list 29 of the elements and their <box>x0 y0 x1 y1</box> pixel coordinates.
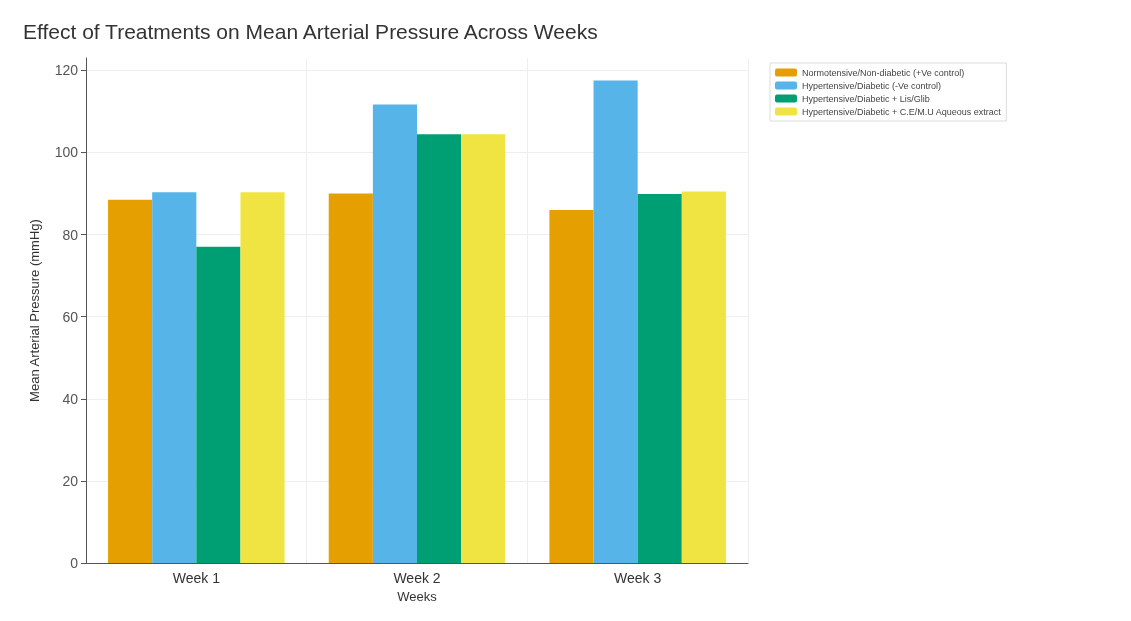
bar <box>681 191 726 563</box>
chart-title: Effect of Treatments on Mean Arterial Pressure Across Weeks <box>23 20 598 43</box>
bar <box>108 199 153 563</box>
y-tick-label: 60 <box>62 308 79 325</box>
legend-label: Hypertensive/Diabetic + C.E/M.U Aqueous extract <box>802 106 1002 117</box>
y-tick-label: 20 <box>62 472 79 489</box>
y-tick-label: 120 <box>54 62 79 79</box>
legend-label: Hypertensive/Diabetic (-Ve control) <box>802 80 942 91</box>
y-tick-label: 100 <box>54 144 79 161</box>
bar <box>240 192 285 563</box>
legend-label: Normotensive/Non-diabetic (+Ve control) <box>802 67 965 78</box>
x-tick-label: Week 2 <box>393 570 441 586</box>
x-tick-label: Week 3 <box>614 570 662 586</box>
bar <box>328 193 373 563</box>
y-axis-title: Mean Arterial Pressure (mmHg) <box>27 219 42 402</box>
legend-label: Hypertensive/Diabetic + Lis/Glib <box>802 93 930 104</box>
bar <box>637 193 682 563</box>
y-tick-label: 80 <box>62 226 79 243</box>
x-axis-title: Weeks <box>397 588 438 604</box>
bar <box>461 134 506 563</box>
bar <box>152 192 197 563</box>
y-tick-label: 0 <box>70 555 79 571</box>
bar <box>417 134 462 563</box>
bar <box>593 80 638 563</box>
bar <box>196 246 241 563</box>
bar <box>549 209 594 563</box>
y-tick-label: 40 <box>62 390 79 407</box>
bar <box>372 104 417 563</box>
x-tick-label: Week 1 <box>172 570 221 586</box>
